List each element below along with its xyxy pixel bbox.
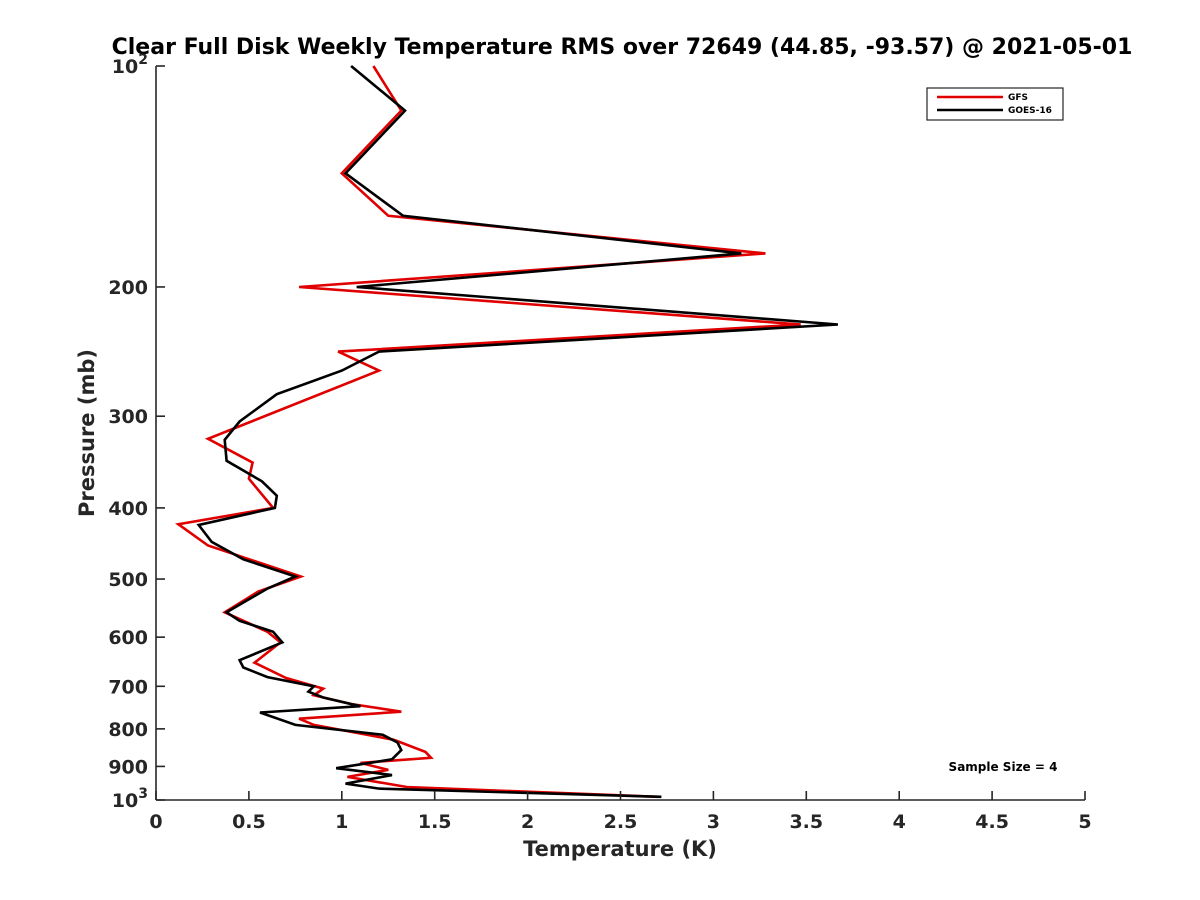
x-tick-label: 0 xyxy=(149,811,162,833)
y-tick-label: 102 xyxy=(112,52,148,78)
y-tick-exponent: 2 xyxy=(138,52,148,68)
y-tick-label: 400 xyxy=(108,498,148,520)
y-tick-label: 800 xyxy=(108,719,148,741)
y-tick-base: 10 xyxy=(112,56,138,78)
series-line-gfs xyxy=(175,65,801,799)
y-tick-base: 300 xyxy=(108,406,148,428)
y-tick-base: 900 xyxy=(108,756,148,778)
series-layer xyxy=(175,64,839,799)
y-tick-base: 700 xyxy=(108,676,148,698)
y-tick-label: 103 xyxy=(112,786,148,812)
y-tick-base: 200 xyxy=(108,277,148,299)
chart-title: Clear Full Disk Weekly Temperature RMS o… xyxy=(112,35,1133,60)
x-ticks: 0 0.5 1 1.5 2 2.5 3 3.5 4 4.5 5 xyxy=(149,791,1092,833)
legend-label: GOES-16 xyxy=(1008,106,1052,116)
legend-box xyxy=(926,87,1064,121)
y-tick-base: 10 xyxy=(112,790,138,812)
plot-area: 0 0.5 1 1.5 2 2.5 3 3.5 4 4.5 5 102200300400500600… xyxy=(108,52,1091,833)
y-tick-base: 600 xyxy=(108,627,148,649)
series-line-goes-16 xyxy=(196,64,839,799)
y-tick-base: 500 xyxy=(108,569,148,591)
x-tick-label: 3.5 xyxy=(789,811,823,833)
y-axis-label: Pressure (mb) xyxy=(75,349,99,517)
x-tick-label: 2 xyxy=(521,811,534,833)
y-tick-base: 800 xyxy=(108,719,148,741)
y-tick-label: 300 xyxy=(108,406,148,428)
legend-label: GFS xyxy=(1008,93,1028,103)
y-tick-base: 400 xyxy=(108,498,148,520)
x-tick-label: 0.5 xyxy=(232,811,266,833)
y-tick-exponent: 3 xyxy=(138,786,148,802)
x-tick-label: 5 xyxy=(1078,811,1091,833)
x-axis-label: Temperature (K) xyxy=(523,837,717,861)
y-tick-label: 900 xyxy=(108,756,148,778)
x-tick-label: 3 xyxy=(707,811,720,833)
x-tick-label: 1 xyxy=(335,811,348,833)
y-tick-label: 200 xyxy=(108,277,148,299)
x-tick-label: 2.5 xyxy=(604,811,638,833)
x-tick-label: 1.5 xyxy=(418,811,452,833)
x-tick-label: 4.5 xyxy=(975,811,1009,833)
y-tick-label: 500 xyxy=(108,569,148,591)
legend: GFS GOES-16 xyxy=(926,87,1064,121)
y-tick-label: 600 xyxy=(108,627,148,649)
sample-size-annotation: Sample Size = 4 xyxy=(949,760,1058,774)
x-tick-label: 4 xyxy=(893,811,906,833)
y-tick-label: 700 xyxy=(108,676,148,698)
